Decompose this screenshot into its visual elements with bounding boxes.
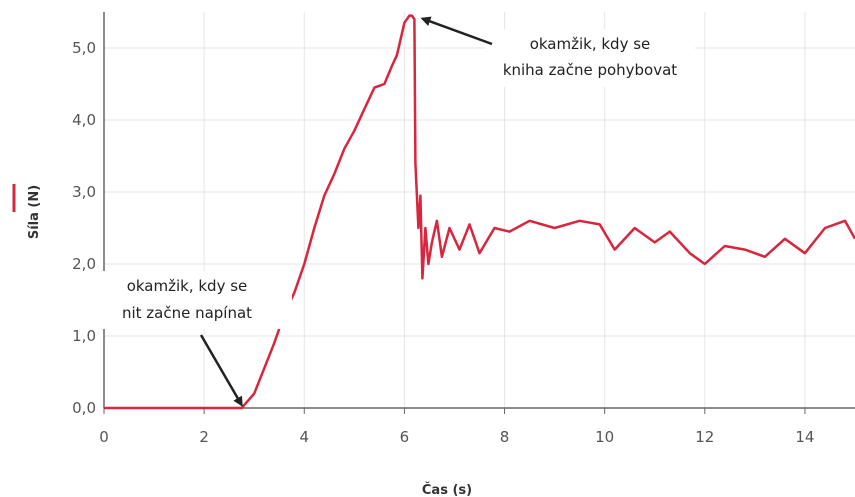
- x-tick-label: 12: [695, 428, 714, 446]
- annotation: okamžik, kdy se kniha začne pohybovat: [420, 16, 695, 87]
- y-tick-label: 1,0: [72, 327, 96, 345]
- annotation-text-line2: nit začne napínat: [122, 304, 252, 322]
- grid-lines: [104, 12, 855, 408]
- annotation-arrow: [420, 16, 493, 46]
- x-axis-label: Čas (s): [422, 482, 472, 497]
- x-tick-label: 10: [595, 428, 614, 446]
- x-tick-label: 4: [299, 428, 309, 446]
- x-tick-label: 0: [99, 428, 109, 446]
- y-tick-label: 3,0: [72, 183, 96, 201]
- x-tick-label: 2: [199, 428, 209, 446]
- y-axis-label: Síla (N): [27, 185, 42, 239]
- y-tick-label: 4,0: [72, 111, 96, 129]
- series-layer: [104, 14, 855, 410]
- annotation-background: [82, 271, 292, 329]
- annotation-text-line1: okamžik, kdy se: [530, 35, 651, 53]
- x-tick-label: 14: [795, 428, 814, 446]
- force-series-line: [104, 14, 855, 410]
- y-tick-label: 5,0: [72, 39, 96, 57]
- annotation: okamžik, kdy se nit začne napínat: [82, 271, 292, 407]
- y-tick-labels: 0,0 1,0 2,0 3,0 4,0 5,0: [72, 39, 96, 417]
- x-tick-labels: 0 2 4 6 8 10 12 14: [99, 428, 814, 446]
- y-tick-label: 2,0: [72, 255, 96, 273]
- x-tick-label: 8: [500, 428, 510, 446]
- axes: [103, 12, 855, 414]
- annotation-text-line1: okamžik, kdy se: [127, 277, 248, 295]
- annotation-text-line2: kniha začne pohybovat: [503, 61, 677, 79]
- y-tick-label: 0,0: [72, 399, 96, 417]
- y-axis-legend: Síla (N): [12, 184, 42, 239]
- x-tick-label: 6: [400, 428, 410, 446]
- annotation-arrow: [199, 334, 243, 407]
- annotation-background: [485, 29, 695, 87]
